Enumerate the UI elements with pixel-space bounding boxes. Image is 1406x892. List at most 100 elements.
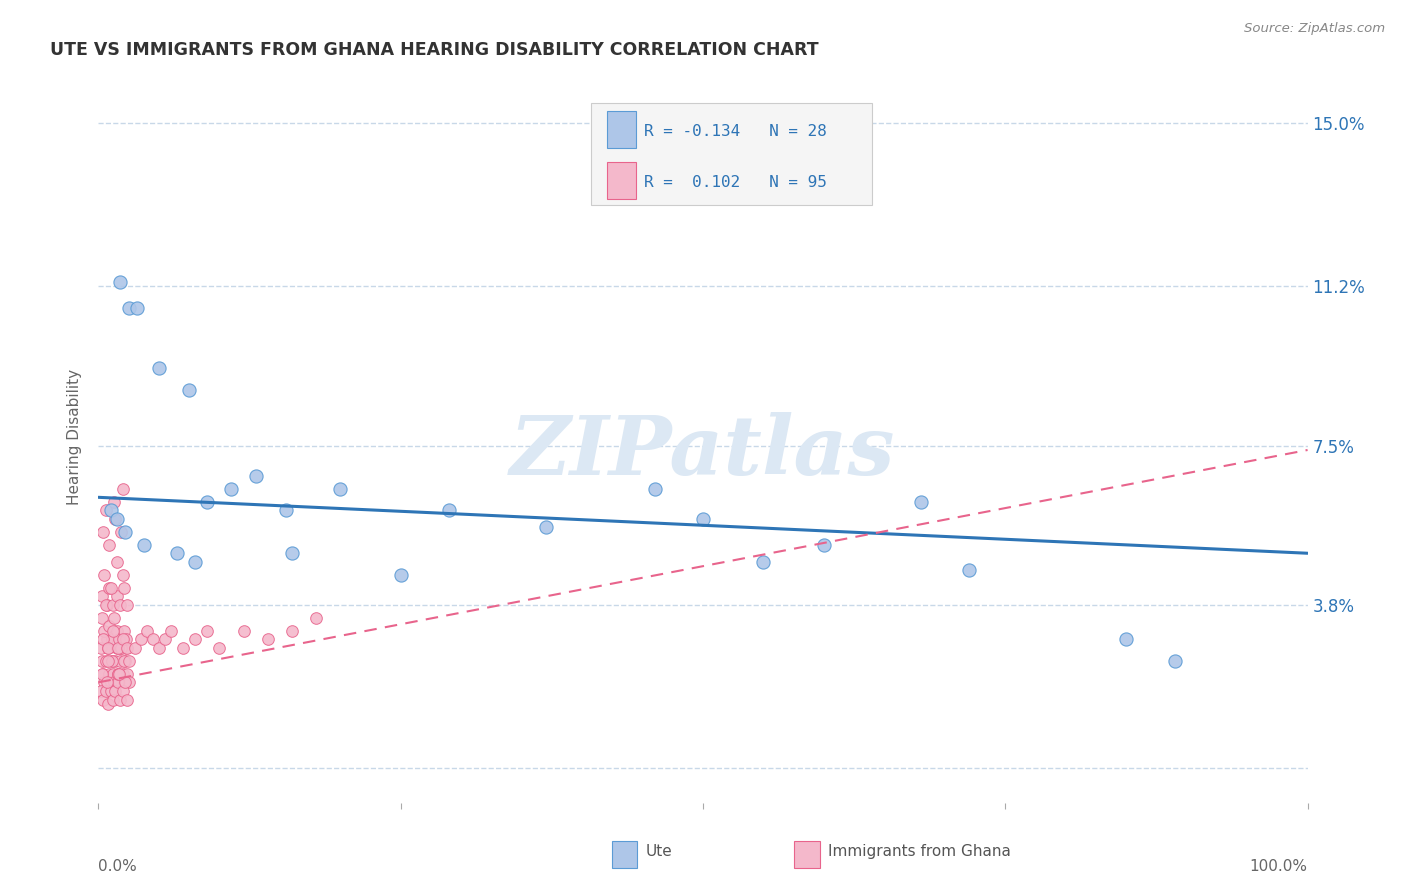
Point: [195, 494, 218, 508]
Text: Ute: Ute: [645, 845, 672, 859]
Text: 0.0%: 0.0%: [98, 859, 138, 874]
Point: [103, 494, 125, 508]
Point: [1163, 654, 1185, 668]
Point: [389, 567, 412, 582]
Point: [166, 546, 188, 560]
Point: [108, 598, 131, 612]
Point: [93, 624, 115, 638]
Point: [110, 524, 132, 539]
Point: [103, 675, 125, 690]
Point: [692, 512, 714, 526]
Point: [108, 675, 131, 690]
Point: [100, 675, 122, 690]
Point: [108, 632, 131, 647]
Point: [114, 524, 136, 539]
Text: ZIPatlas: ZIPatlas: [510, 412, 896, 491]
Point: [94, 598, 117, 612]
Point: [184, 632, 207, 647]
Point: [129, 632, 152, 647]
Point: [112, 654, 135, 668]
Point: [108, 275, 131, 289]
Point: [103, 611, 125, 625]
Point: [97, 654, 120, 668]
Point: [94, 503, 117, 517]
Point: [112, 581, 135, 595]
Point: [281, 546, 304, 560]
Point: [117, 598, 139, 612]
Point: [281, 624, 304, 638]
Point: [910, 494, 932, 508]
Point: [91, 611, 114, 625]
Text: R = -0.134   N = 28: R = -0.134 N = 28: [644, 124, 827, 139]
Point: [91, 632, 114, 647]
Point: [90, 684, 112, 698]
Point: [112, 675, 135, 690]
Point: [100, 503, 122, 517]
Point: [124, 640, 146, 655]
Point: [101, 598, 124, 612]
Point: [98, 538, 121, 552]
Point: [115, 632, 138, 647]
Point: [91, 666, 114, 681]
Point: [107, 675, 129, 690]
Point: [117, 640, 139, 655]
Text: UTE VS IMMIGRANTS FROM GHANA HEARING DISABILITY CORRELATION CHART: UTE VS IMMIGRANTS FROM GHANA HEARING DIS…: [51, 41, 818, 59]
Point: [107, 666, 129, 681]
Point: [94, 654, 117, 668]
Point: [104, 654, 127, 668]
Point: [110, 640, 132, 655]
Point: [91, 666, 114, 681]
Point: [100, 581, 122, 595]
Point: [91, 589, 114, 603]
Point: [104, 684, 127, 698]
Point: [100, 654, 122, 668]
Point: [179, 383, 201, 397]
Point: [134, 538, 156, 552]
Point: [195, 624, 218, 638]
Point: [104, 512, 127, 526]
Point: [118, 654, 141, 668]
Point: [97, 697, 120, 711]
Text: Immigrants from Ghana: Immigrants from Ghana: [828, 845, 1011, 859]
Point: [105, 589, 128, 603]
Point: [127, 301, 149, 315]
Point: [160, 624, 183, 638]
Point: [105, 624, 128, 638]
Point: [97, 640, 120, 655]
Point: [142, 632, 165, 647]
Point: [111, 482, 134, 496]
Point: [329, 482, 352, 496]
Point: [148, 640, 170, 655]
Point: [813, 538, 835, 552]
Point: [108, 692, 131, 706]
Point: [110, 640, 132, 655]
Point: [101, 624, 124, 638]
Point: [117, 692, 139, 706]
Point: [100, 632, 122, 647]
Point: [245, 468, 267, 483]
Point: [112, 624, 135, 638]
Point: [114, 654, 136, 668]
Point: [100, 684, 122, 698]
Point: [534, 520, 557, 534]
Point: [97, 640, 120, 655]
Point: [96, 598, 118, 612]
Point: [93, 567, 115, 582]
Point: [111, 666, 134, 681]
Point: [93, 675, 115, 690]
Point: [111, 684, 134, 698]
Point: [90, 640, 112, 655]
Point: [172, 640, 194, 655]
Point: [115, 640, 138, 655]
Point: [108, 666, 131, 681]
Point: [118, 301, 141, 315]
Point: [232, 624, 254, 638]
Point: [105, 512, 128, 526]
Y-axis label: Hearing Disability: Hearing Disability: [67, 369, 83, 505]
Point: [1115, 632, 1137, 647]
Point: [135, 624, 157, 638]
Point: [148, 361, 170, 376]
Point: [118, 675, 141, 690]
Point: [91, 654, 114, 668]
Point: [91, 692, 114, 706]
